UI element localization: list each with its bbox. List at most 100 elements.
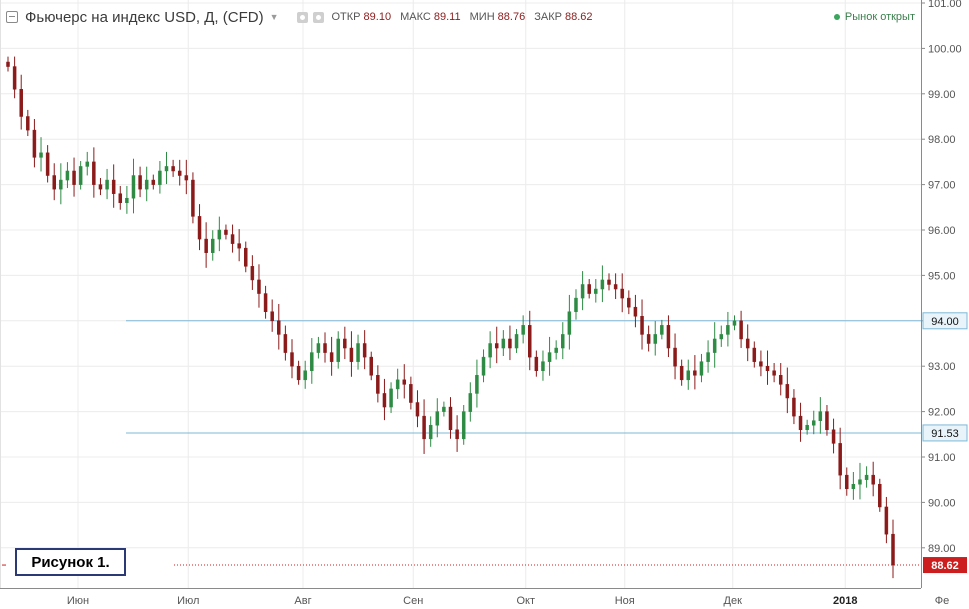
candle-body	[369, 356, 373, 376]
y-tick-label: 101.00	[928, 0, 962, 10]
settings-icon[interactable]	[312, 11, 324, 23]
candle-body	[884, 506, 889, 535]
candle-body	[798, 415, 803, 431]
x-tick-label: Июн	[67, 595, 89, 607]
candle-body	[210, 238, 215, 253]
candle-body	[541, 361, 545, 371]
candle-body	[78, 166, 83, 185]
candle-body	[45, 152, 50, 176]
candle-body	[679, 365, 684, 381]
candle-body	[138, 175, 142, 190]
candle-body	[356, 343, 360, 362]
candle-body	[144, 179, 149, 190]
candle-body	[858, 479, 862, 485]
candle-body	[633, 306, 638, 317]
candle-body	[283, 334, 288, 353]
candle-body	[785, 384, 790, 399]
candle-body	[310, 352, 314, 371]
candle-body	[349, 347, 354, 362]
candle-body	[613, 284, 618, 290]
candle-body	[693, 370, 697, 376]
level-badge	[922, 312, 968, 330]
candle-body	[409, 384, 413, 403]
candle-body	[534, 356, 539, 371]
candle-body	[567, 311, 572, 335]
y-tick-label: 93.00	[928, 361, 956, 373]
candle-body	[666, 325, 671, 349]
candle-body	[257, 279, 261, 294]
candle-body	[600, 279, 605, 290]
candle-body	[422, 415, 426, 440]
candle-body	[448, 406, 453, 431]
candle-body	[752, 347, 757, 362]
candle-body	[640, 316, 644, 335]
candle-body	[52, 175, 56, 190]
candle-body	[250, 266, 255, 281]
candle-body	[488, 343, 492, 358]
y-tick-label: 89.00	[928, 543, 956, 555]
y-tick-label: 91.00	[928, 452, 956, 464]
candle-body	[521, 325, 525, 335]
candle-body	[831, 429, 836, 444]
y-tick-label: 97.00	[928, 180, 956, 192]
candle-body	[98, 184, 103, 190]
candle-body	[158, 170, 162, 185]
candle-body	[719, 334, 724, 340]
candle-body	[475, 375, 479, 394]
chart-title[interactable]: Фьючерс на индекс USD, Д, (CFD)	[25, 8, 264, 26]
candle-body	[6, 61, 10, 67]
candle-body	[845, 474, 849, 490]
candle-body	[316, 343, 321, 353]
candle-body	[561, 334, 565, 349]
candle-body	[554, 347, 558, 353]
candle-body	[653, 334, 657, 344]
candle-body	[336, 338, 340, 362]
candle-body	[792, 397, 796, 417]
candle-body	[415, 402, 420, 417]
x-tick-label: 2018	[833, 595, 857, 607]
candle-body	[699, 361, 704, 376]
candle-body	[164, 166, 169, 172]
candle-body	[594, 288, 598, 294]
candle-body	[673, 347, 677, 367]
ohlc-close-value: 88.62	[564, 11, 593, 23]
candle-body	[765, 365, 770, 371]
chevron-down-icon[interactable]: ▼	[269, 12, 279, 22]
candle-body	[428, 424, 433, 440]
candle-body	[620, 288, 624, 299]
candle-body	[468, 393, 473, 412]
candle-body	[105, 179, 109, 190]
y-tick-label: 98.00	[928, 134, 956, 146]
candle-body	[270, 311, 274, 322]
candle-body	[547, 352, 552, 362]
candle-body	[92, 161, 96, 185]
candle-body	[442, 406, 446, 412]
candle-body	[277, 320, 281, 335]
candle-body	[362, 343, 367, 358]
y-tick-label: 96.00	[928, 225, 956, 237]
candle-body	[26, 116, 30, 131]
candle-body	[197, 216, 202, 240]
candle-body	[627, 297, 631, 308]
candle-body	[12, 66, 17, 90]
candle-body	[587, 284, 591, 294]
candle-body	[217, 229, 222, 240]
y-tick-label: 92.00	[928, 407, 956, 419]
candle-body	[481, 356, 486, 376]
candle-body	[39, 152, 43, 158]
candle-body	[32, 129, 37, 158]
collapse-icon[interactable]	[6, 11, 18, 23]
x-tick-label: Сен	[403, 595, 423, 607]
ohlc-values: ОТКР 89.10 МАКС 89.11 МИН 88.76 ЗАКР 88.62	[332, 11, 599, 23]
candle-body	[118, 193, 123, 204]
candle-body	[739, 320, 743, 340]
candle-body	[811, 420, 816, 426]
y-tick-label: 100.00	[928, 43, 962, 55]
candle-body	[607, 279, 611, 285]
candle-body	[805, 424, 809, 431]
level-label: 91.53	[931, 428, 959, 440]
x-tick-label: Июл	[177, 595, 199, 607]
eye-icon[interactable]	[296, 11, 308, 23]
candle-body	[772, 370, 776, 376]
